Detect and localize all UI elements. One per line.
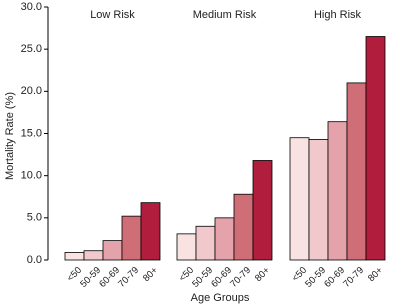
- bar: [365, 36, 386, 261]
- x-tick-label: 80+: [141, 265, 160, 284]
- bar: [121, 215, 142, 261]
- x-tick-label: 70-79: [116, 265, 141, 290]
- bar: [83, 250, 104, 261]
- bar: [327, 121, 348, 261]
- bar: [346, 82, 367, 261]
- bar: [308, 139, 329, 261]
- y-axis-title: Mortality Rate (%): [4, 92, 16, 180]
- bar: [64, 252, 85, 261]
- group-label: Medium Risk: [193, 9, 257, 21]
- bar: [176, 233, 197, 261]
- x-axis-title: Age Groups: [191, 292, 250, 304]
- y-tick-label: 20.0: [21, 85, 42, 97]
- x-tick-label: 60-69: [209, 265, 234, 290]
- bar: [102, 240, 123, 261]
- x-tick-label: 80+: [366, 265, 385, 284]
- group-label: High Risk: [314, 9, 362, 21]
- bar: [214, 217, 235, 261]
- y-tick-label: 5.0: [27, 212, 42, 224]
- bar: [289, 137, 310, 261]
- y-tick-label: 0.0: [27, 254, 42, 266]
- bar: [140, 202, 161, 261]
- y-tick-label: 10.0: [21, 170, 42, 182]
- x-tick-label: 60-69: [97, 265, 122, 290]
- x-tick-label: 50-59: [190, 265, 215, 290]
- y-tick-label: 25.0: [21, 43, 42, 55]
- x-tick-label: 80+: [253, 265, 272, 284]
- bar: [252, 160, 273, 261]
- x-tick-label: 50-59: [78, 265, 103, 290]
- bar: [195, 225, 216, 261]
- y-tick-label: 15.0: [21, 127, 42, 139]
- group-label: Low Risk: [90, 9, 135, 21]
- y-tick-label: 30.0: [21, 1, 42, 13]
- x-tick-label: 60-69: [322, 265, 347, 290]
- x-tick-label: 50-59: [303, 265, 328, 290]
- x-tick-label: 70-79: [341, 265, 366, 290]
- bar: [233, 193, 254, 261]
- x-tick-label: 70-79: [228, 265, 253, 290]
